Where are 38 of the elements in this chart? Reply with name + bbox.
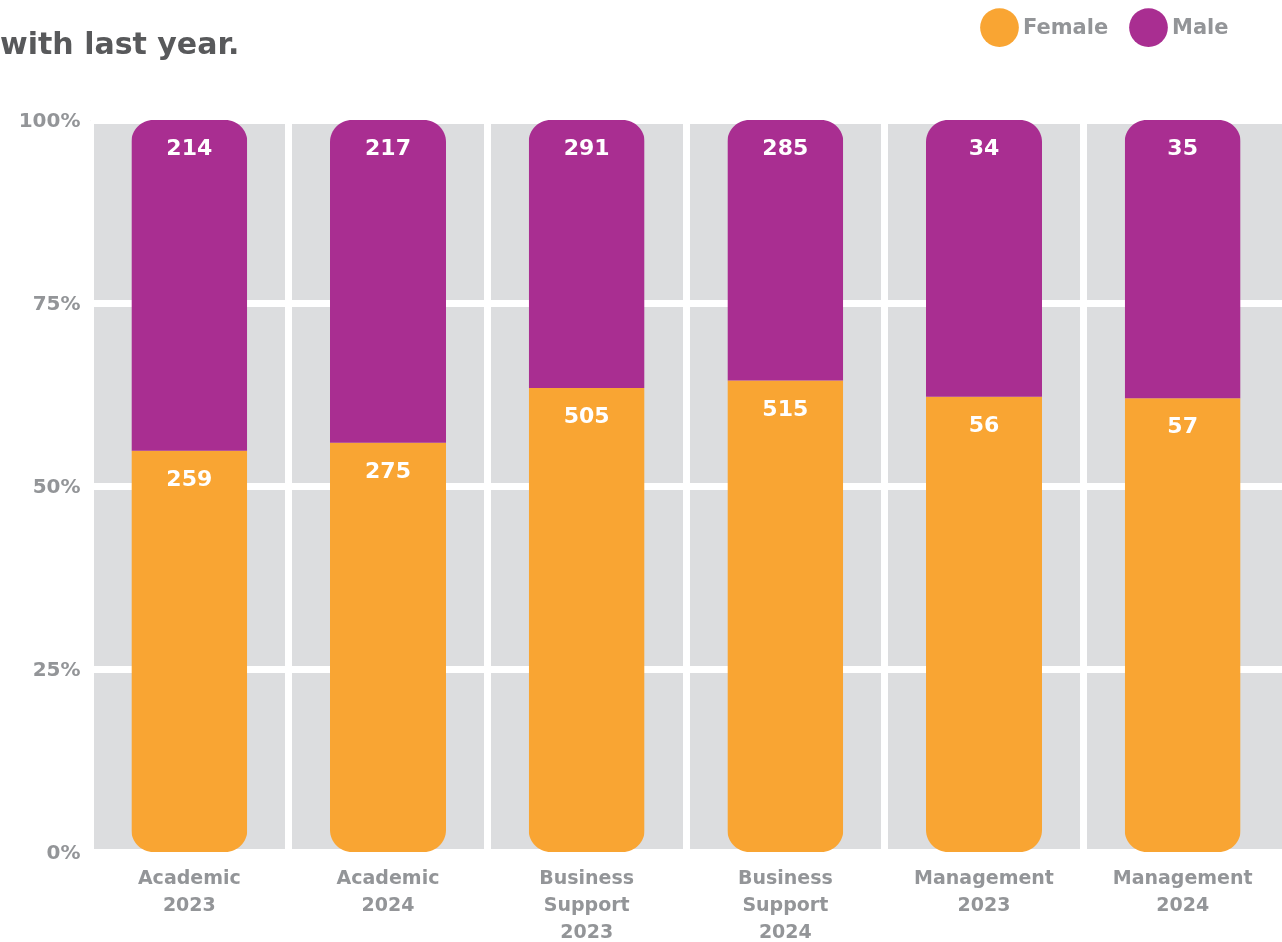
bar bbox=[330, 120, 446, 443]
annotation: 515 bbox=[762, 395, 809, 421]
bar bbox=[926, 120, 1042, 397]
bar bbox=[131, 450, 248, 852]
x-tick-label: Business Support 2023 bbox=[539, 865, 635, 942]
annotation: 56 bbox=[968, 411, 1000, 437]
bar bbox=[1124, 398, 1241, 852]
x-tick-label: Academic 2023 bbox=[137, 865, 241, 915]
x-tick-label: Management 2024 bbox=[1112, 865, 1253, 915]
bar bbox=[727, 120, 844, 381]
annotation: 285 bbox=[762, 135, 809, 160]
chart-title: with last year. bbox=[0, 26, 240, 61]
x-tick-label: Business Support 2024 bbox=[737, 865, 833, 942]
bar bbox=[727, 380, 844, 852]
annotation: 34 bbox=[968, 135, 1000, 160]
annotation: 291 bbox=[563, 135, 610, 160]
legend-label: Male bbox=[1172, 14, 1229, 39]
bar bbox=[330, 442, 446, 852]
bar bbox=[528, 120, 645, 388]
legend-label: Female bbox=[1023, 14, 1109, 39]
y-tick-label: 25% bbox=[32, 656, 81, 681]
y-tick-label: 0% bbox=[46, 839, 81, 864]
annotation: 214 bbox=[166, 135, 213, 160]
bar bbox=[926, 396, 1042, 852]
annotation: 35 bbox=[1167, 135, 1198, 160]
y-tick-label: 50% bbox=[32, 473, 81, 498]
annotation: 505 bbox=[563, 402, 610, 428]
bar bbox=[528, 387, 645, 852]
annotation: 259 bbox=[166, 465, 213, 491]
y-tick-label: 75% bbox=[32, 290, 81, 315]
annotation: 57 bbox=[1167, 413, 1198, 439]
y-tick-label: 100% bbox=[18, 107, 81, 132]
annotation: 275 bbox=[365, 457, 411, 483]
x-tick-label: Academic 2024 bbox=[336, 865, 440, 915]
bar bbox=[131, 120, 248, 451]
annotation: 217 bbox=[365, 135, 411, 160]
bar bbox=[1124, 120, 1241, 399]
x-tick-label: Management 2023 bbox=[914, 865, 1054, 915]
